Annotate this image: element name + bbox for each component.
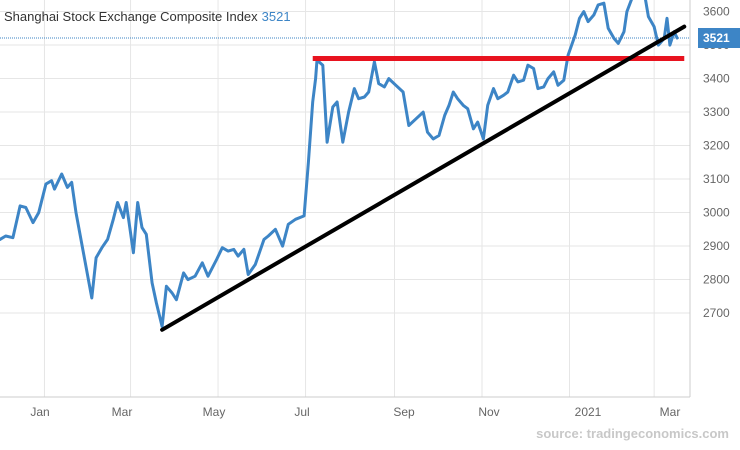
- y-tick-label: 2700: [703, 306, 730, 320]
- x-tick-label: Nov: [478, 405, 499, 419]
- x-tick-label: 2021: [575, 405, 602, 419]
- x-tick-label: Mar: [660, 405, 681, 419]
- chart-title-text: Shanghai Stock Exchange Composite Index: [4, 9, 258, 24]
- y-tick-label: 3600: [703, 5, 730, 19]
- x-tick-label: Jan: [30, 405, 49, 419]
- y-tick-label: 3100: [703, 172, 730, 186]
- y-tick-label: 2800: [703, 273, 730, 287]
- y-tick-label: 3400: [703, 72, 730, 86]
- x-tick-label: Mar: [112, 405, 133, 419]
- y-tick-label: 2900: [703, 239, 730, 253]
- source-label: source: tradingeconomics.com: [536, 426, 729, 441]
- y-tick-label: 3200: [703, 139, 730, 153]
- index-series-line: [0, 0, 679, 328]
- y-tick-label: 3300: [703, 105, 730, 119]
- x-tick-label: Sep: [393, 405, 415, 419]
- last-value-tag: 3521: [698, 28, 740, 49]
- support-trendline: [160, 24, 687, 332]
- x-tick-label: May: [203, 405, 226, 419]
- x-tick-label: Jul: [294, 405, 309, 419]
- chart-title-last-value: 3521: [261, 9, 291, 24]
- y-tick-label: 3000: [703, 206, 730, 220]
- chart-title: Shanghai Stock Exchange Composite Index 3…: [4, 9, 291, 24]
